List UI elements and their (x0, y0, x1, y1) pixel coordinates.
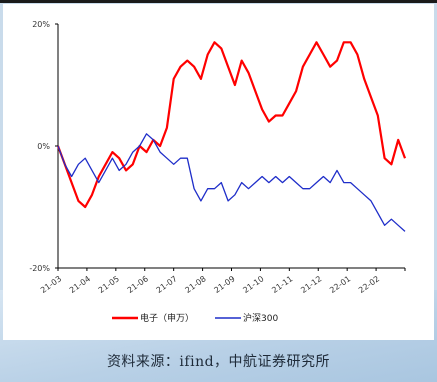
x-tick-label: 21-06 (126, 274, 150, 295)
x-tick-label: 21-07 (155, 274, 179, 295)
x-tick-label: 21-03 (39, 274, 63, 295)
legend-electronics: 电子（申万） (112, 312, 194, 324)
y-tick-label: -20% (29, 264, 50, 273)
legend-csi300: 沪深300 (215, 312, 278, 324)
x-tick-label: 22-02 (357, 274, 381, 295)
top-border (0, 0, 437, 3)
line-chart: 20%0%-20%21-03 21-04 21-05 21-06 21-07 21-08 2… (29, 20, 407, 324)
y-tick-label: 20% (32, 20, 50, 29)
x-tick-label: 21-09 (212, 274, 236, 295)
x-tick-label: 21-12 (299, 274, 323, 295)
x-tick-label: 21-11 (270, 274, 294, 295)
series-line-electronics (56, 41, 407, 209)
legend-label: 沪深300 (243, 312, 278, 324)
x-tick-label: 21-05 (97, 274, 121, 295)
legend-label: 电子（申万） (140, 312, 194, 324)
chart-series (56, 41, 407, 232)
source-note: 资料来源：ifind，中航证券研究所 (106, 354, 331, 370)
x-tick-label: 21-08 (184, 274, 208, 295)
x-tick-label: 21-10 (241, 274, 265, 295)
chart-axes: 20%0%-20%21-03 21-04 21-05 21-06 21-07 21-08 2… (29, 20, 406, 295)
series-line-csi300 (57, 133, 406, 232)
y-tick-label: 0% (37, 142, 50, 151)
chart-legend: 电子（申万） 沪深300 (112, 312, 278, 324)
x-tick-label: 21-04 (68, 274, 92, 295)
chart-panel: 20% 0% -20% 21-03 21-04 21-05 21-06 21-07 21-08 2… (3, 4, 434, 340)
x-tick-label: 22-01 (328, 274, 352, 295)
